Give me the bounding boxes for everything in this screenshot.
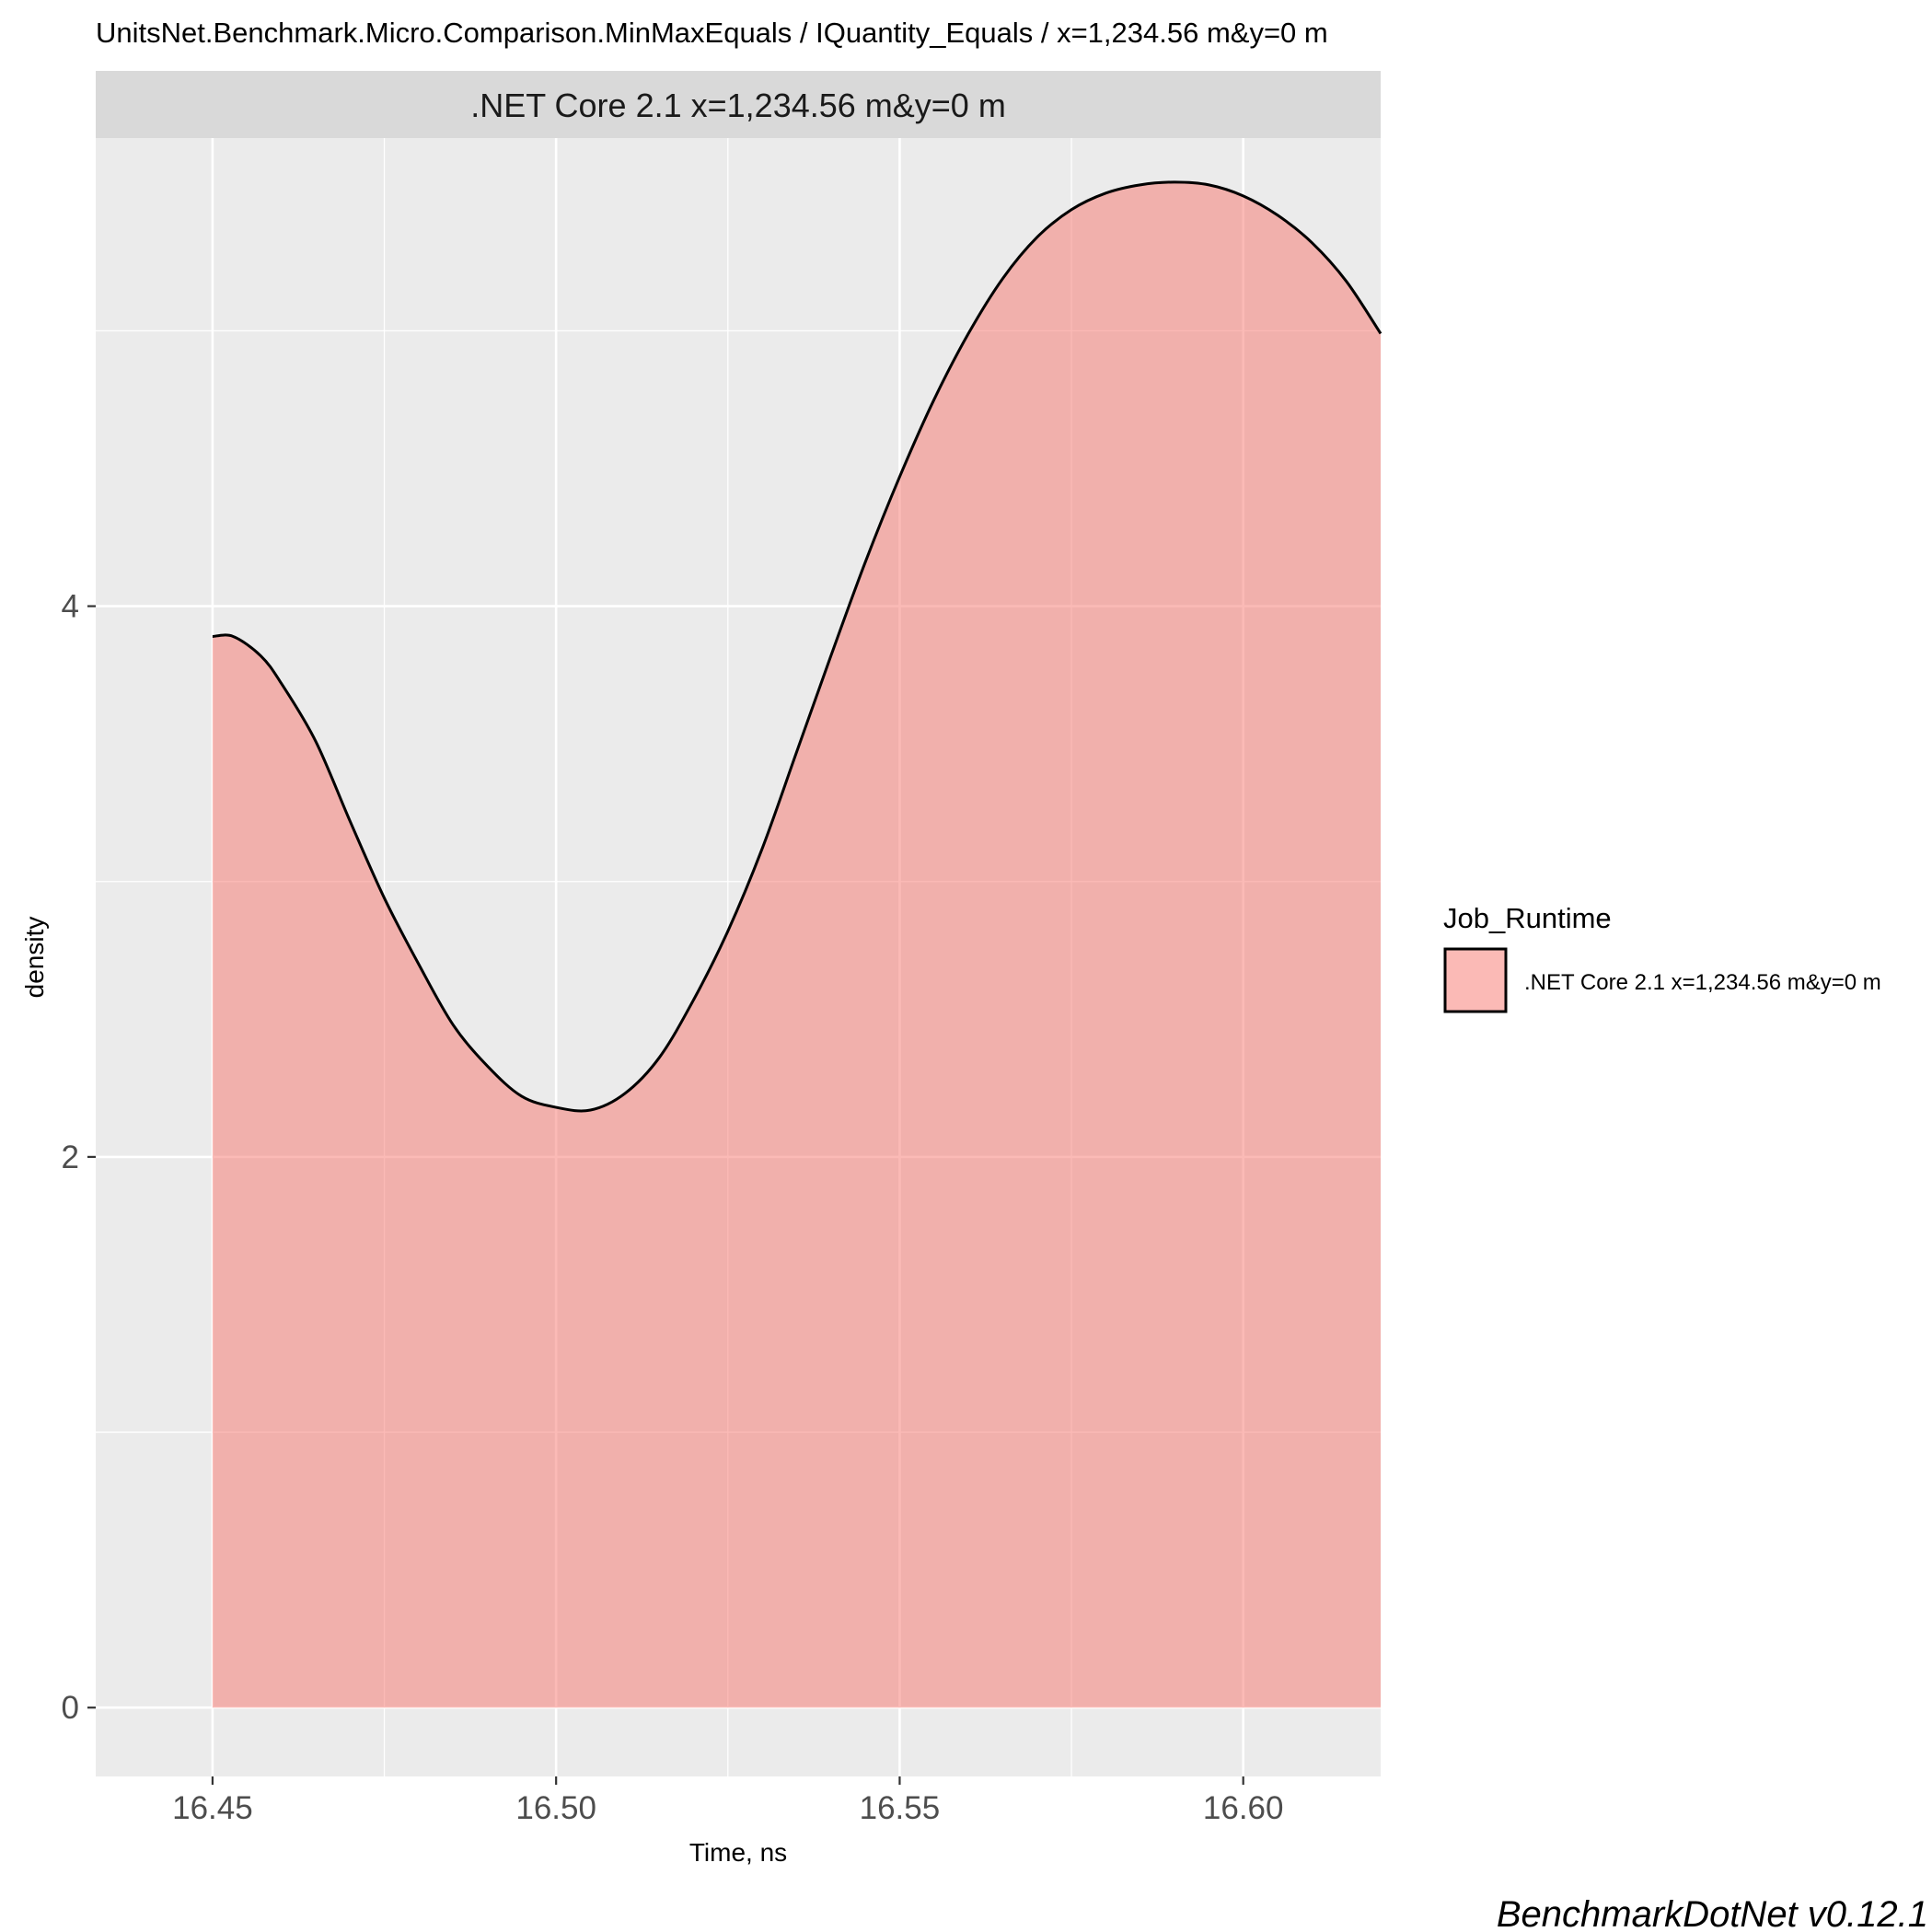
x-tick-label: 16.45 bbox=[172, 1790, 253, 1826]
y-axis-title: density bbox=[20, 917, 49, 999]
legend-key bbox=[1443, 947, 1508, 1013]
x-tick-label: 16.60 bbox=[1203, 1790, 1284, 1826]
density-line bbox=[212, 180, 1382, 1113]
legend-title: Job_Runtime bbox=[1443, 902, 1612, 934]
caption: BenchmarkDotNet v0.12.1 bbox=[1497, 1894, 1928, 1932]
x-axis: 16.45 16.50 16.55 16.60 bbox=[172, 1776, 1283, 1826]
chart-title: UnitsNet.Benchmark.Micro.Comparison.MinM… bbox=[96, 17, 1328, 49]
x-tick-label: 16.50 bbox=[515, 1790, 596, 1826]
y-tick-label: 4 bbox=[62, 589, 79, 625]
x-tick-label: 16.55 bbox=[860, 1790, 941, 1826]
x-axis-title: Time, ns bbox=[689, 1838, 787, 1867]
y-axis: 0 2 4 bbox=[62, 589, 96, 1726]
facet-label: .NET Core 2.1 x=1,234.56 m&y=0 m bbox=[470, 87, 1006, 124]
y-tick-label: 2 bbox=[62, 1140, 79, 1175]
facet-strip bbox=[96, 71, 1381, 138]
y-tick-label: 0 bbox=[62, 1690, 79, 1726]
legend-entry-label: .NET Core 2.1 x=1,234.56 m&y=0 m bbox=[1524, 970, 1881, 995]
density-area bbox=[212, 181, 1381, 1708]
